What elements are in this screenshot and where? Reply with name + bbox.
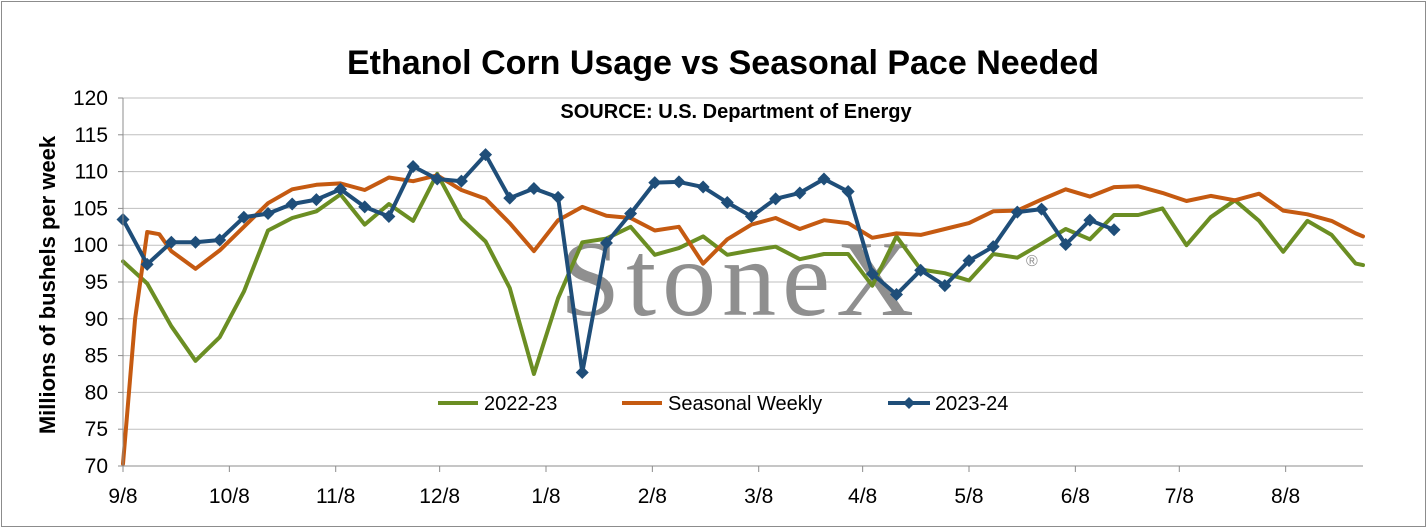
data-point-2023-24: [261, 207, 275, 221]
watermark-registered-mark: ®: [1026, 253, 1038, 270]
plot-area: StoneX ®: [116, 97, 1365, 472]
data-point-2023-24: [1010, 205, 1024, 219]
data-point-2023-24: [599, 236, 613, 250]
data-point-2023-24: [938, 279, 952, 293]
x-tick-labels: 9/8 10/8 11/8 12/8 1/8 2/8 3/8 4/8 5/8 6/8 7/8 8/8: [108, 485, 1300, 508]
axes: [118, 97, 1363, 472]
data-point-2023-24: [914, 263, 928, 277]
data-point-2023-24: [1107, 223, 1121, 237]
data-point-2023-24: [793, 186, 807, 200]
x-tick-label: 10/8: [209, 485, 250, 508]
stonex-watermark: StoneX ®: [560, 220, 1038, 339]
series-line-seasonal-weekly: [121, 173, 1365, 466]
data-point-2023-24: [454, 174, 468, 188]
x-tick-label: 1/8: [531, 485, 560, 508]
legend-marker-2023-24: [903, 397, 915, 409]
chart-subtitle: SOURCE: U.S. Department of Energy: [560, 101, 912, 123]
data-point-2023-24: [696, 180, 710, 194]
data-point-2023-24: [189, 235, 203, 249]
chart-title: Ethanol Corn Usage vs Seasonal Pace Need…: [347, 44, 1099, 82]
data-point-2023-24: [140, 257, 154, 271]
data-point-2023-24: [648, 176, 662, 190]
legend-item-2023-24: 2023-24: [888, 393, 1008, 415]
data-point-2023-24: [551, 190, 565, 204]
data-point-2023-24: [164, 235, 178, 249]
data-point-2023-24: [1083, 213, 1097, 227]
data-point-2023-24: [382, 209, 396, 223]
data-point-2023-24: [237, 210, 251, 224]
data-point-2023-24: [624, 207, 638, 221]
x-tick-label: 7/8: [1165, 485, 1194, 508]
data-point-2023-24: [358, 200, 372, 214]
x-tick-label: 11/8: [316, 485, 355, 508]
legend: 2022-23 Seasonal Weekly 2023-24: [438, 393, 1008, 415]
data-point-2023-24: [672, 175, 686, 189]
data-point-2023-24: [841, 184, 855, 198]
data-point-2023-24: [285, 197, 299, 211]
data-point-2023-24: [1035, 202, 1049, 216]
x-tick-label: 9/8: [108, 485, 137, 508]
x-tick-label: 2/8: [638, 485, 667, 508]
data-point-2023-24: [720, 196, 734, 210]
data-point-2023-24: [865, 267, 879, 281]
y-tick-label: 110: [75, 161, 108, 184]
data-point-2023-24: [769, 192, 783, 206]
x-tick-label: 5/8: [954, 485, 983, 508]
series-line-2022-23: [121, 171, 1365, 376]
y-axis-label: Millions of bushels per week: [35, 135, 60, 434]
data-point-2023-24: [309, 193, 323, 207]
y-tick-label: 80: [85, 381, 108, 404]
data-point-2023-24: [962, 254, 976, 268]
y-tick-label: 75: [85, 418, 108, 441]
legend-label-seasonal-weekly: Seasonal Weekly: [668, 393, 822, 415]
y-tick-label: 100: [73, 234, 108, 257]
data-point-2023-24: [986, 240, 1000, 254]
y-tick-label: 70: [85, 455, 108, 478]
y-tick-label: 95: [85, 271, 108, 294]
data-point-2023-24: [1059, 237, 1073, 251]
x-tick-label: 12/8: [419, 485, 460, 508]
y-tick-label: 120: [73, 87, 108, 110]
y-tick-label: 105: [73, 197, 108, 220]
data-point-2023-24: [575, 366, 589, 380]
data-point-2023-24: [334, 182, 348, 196]
data-point-2023-24: [889, 288, 903, 302]
gridlines: [123, 97, 1363, 430]
series-lines: [116, 148, 1365, 466]
data-point-2023-24: [817, 172, 831, 186]
x-tick-label: 8/8: [1271, 485, 1300, 508]
data-point-2023-24: [430, 172, 444, 186]
legend-label-2022-23: 2022-23: [484, 393, 557, 415]
y-tick-label: 90: [85, 308, 108, 331]
data-point-2023-24: [503, 191, 517, 205]
legend-item-2022-23: 2022-23: [438, 393, 557, 415]
watermark-text: StoneX: [560, 220, 920, 339]
x-tick-label: 3/8: [744, 485, 773, 508]
x-tick-label: 4/8: [848, 485, 877, 508]
legend-label-2023-24: 2023-24: [935, 393, 1008, 415]
y-tick-labels: 70 75 80 85 90 95 100 105 110 115 120: [73, 87, 108, 478]
data-point-2023-24: [406, 159, 420, 173]
legend-item-seasonal-weekly: Seasonal Weekly: [622, 393, 822, 415]
x-tick-label: 6/8: [1061, 485, 1090, 508]
data-point-2023-24: [479, 148, 493, 162]
data-point-2023-24: [213, 233, 227, 247]
y-tick-label: 115: [75, 124, 108, 147]
data-point-2023-24: [527, 182, 541, 196]
y-tick-label: 85: [85, 345, 108, 368]
data-point-2023-24: [744, 209, 758, 223]
